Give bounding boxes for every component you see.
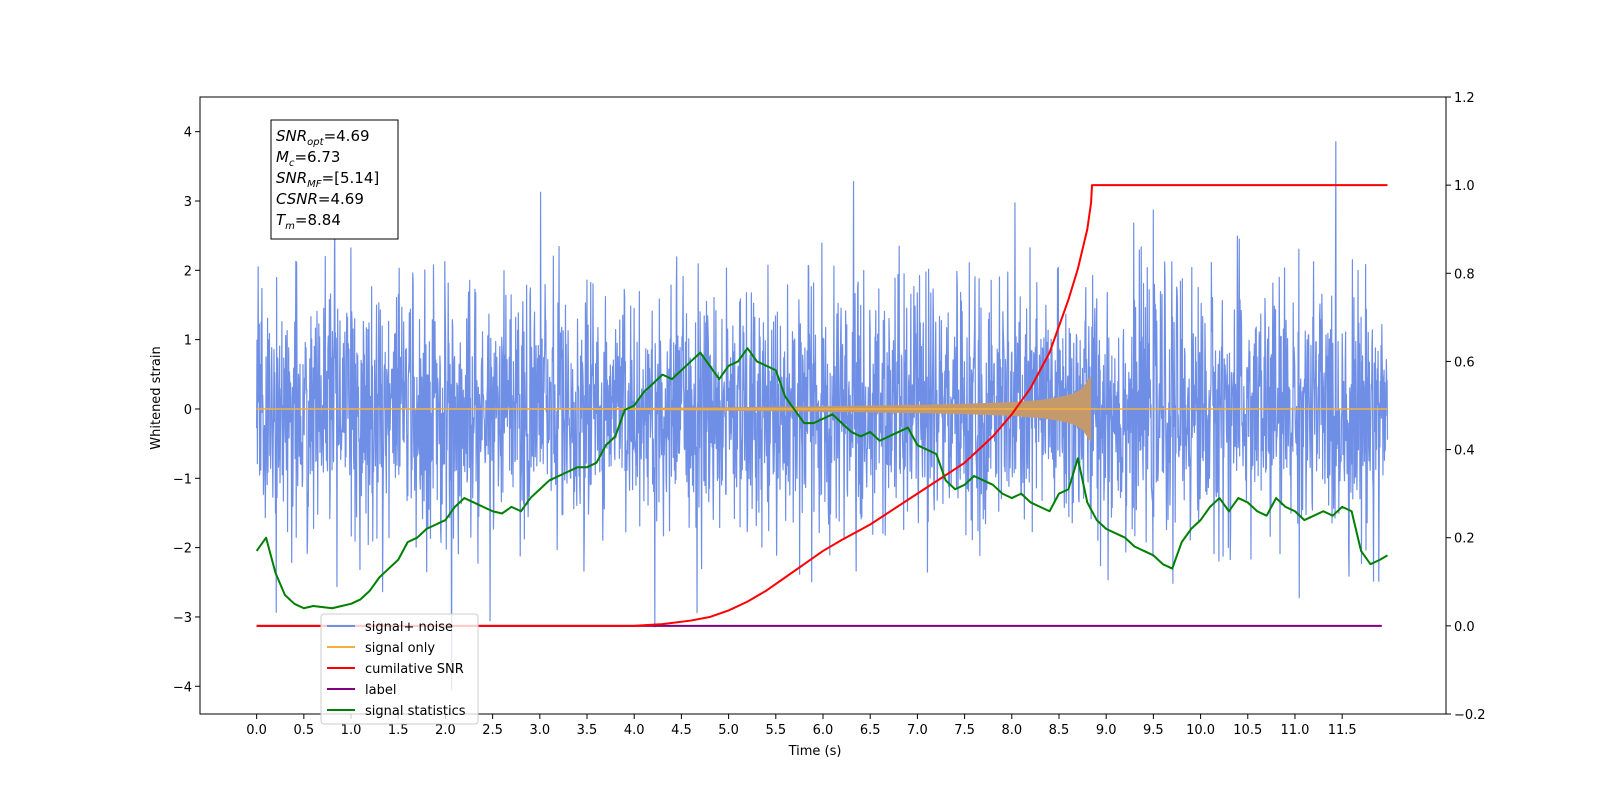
annotation-subscript: opt [307, 137, 324, 148]
annotation-value: =6.73 [294, 148, 340, 166]
annotation-line: SNRopt=4.69 [276, 127, 370, 148]
x-tick-label: 11.0 [1280, 723, 1309, 738]
y-right-tick-label: 1.2 [1454, 91, 1475, 106]
x-tick-label: 0.5 [293, 723, 314, 738]
annotation-line: Mc=6.73 [276, 148, 340, 169]
annotation-symbol: SNR [276, 169, 307, 187]
legend-label: signal only [365, 641, 435, 656]
annotation-symbol: CSNR [276, 190, 318, 208]
annotation-subscript: c [289, 158, 295, 169]
legend-label: signal+ noise [365, 620, 453, 635]
y-right-tick-label: −0.2 [1454, 708, 1486, 723]
x-tick-label: 11.5 [1328, 723, 1357, 738]
x-tick-label: 8.0 [1001, 723, 1022, 738]
legend-label: cumilative SNR [365, 662, 464, 677]
series-cumulative-snr [256, 184, 1388, 627]
y-left-tick-label: 4 [184, 126, 192, 141]
y-right-tick-label: 1.0 [1454, 179, 1475, 194]
annotation-line: Tm=8.84 [276, 211, 341, 232]
annotation-value: =4.69 [318, 190, 364, 208]
x-tick-label: 3.0 [529, 723, 550, 738]
x-tick-label: 4.5 [671, 723, 692, 738]
y-left-tick-label: −3 [173, 611, 192, 626]
x-axis-label: Time (s) [788, 744, 842, 759]
x-tick-label: 5.5 [765, 723, 786, 738]
annotation-value: =8.84 [295, 211, 341, 229]
annotation-symbol: T [276, 211, 287, 229]
y-left-tick-label: 1 [184, 334, 192, 349]
x-tick-label: 7.5 [954, 723, 975, 738]
x-tick-label: 10.0 [1186, 723, 1215, 738]
x-tick-label: 4.0 [624, 723, 645, 738]
legend-label: label [365, 683, 396, 698]
y-right-tick-label: 0.6 [1454, 355, 1475, 370]
x-tick-label: 2.5 [482, 723, 503, 738]
x-tick-label: 6.5 [860, 723, 881, 738]
annotation-symbol: M [276, 148, 289, 166]
x-tick-label: 1.5 [388, 723, 409, 738]
y-right-tick-label: 0.2 [1454, 532, 1475, 547]
y-left-tick-label: 2 [184, 264, 192, 279]
y-left-tick-label: 3 [184, 195, 192, 210]
legend-label: signal statistics [365, 704, 466, 719]
annotation-value: =[5.14] [322, 169, 380, 187]
series-signal-noise [256, 141, 1389, 691]
annotation-line: CSNR=4.69 [276, 190, 364, 208]
x-tick-label: 10.5 [1233, 723, 1262, 738]
x-tick-label: 6.0 [813, 723, 834, 738]
x-tick-label: 1.0 [341, 723, 362, 738]
x-tick-label: 9.0 [1096, 723, 1117, 738]
legend: signal+ noise signal only cumilative SNR la… [320, 613, 479, 725]
annotation-subscript: m [285, 221, 295, 232]
annotation-line: SNRMF=[5.14] [276, 169, 379, 190]
y-axis-label: Whitened strain [149, 346, 164, 449]
axes: 0.0 0.5 1.0 1.5 2.0 2.5 3.0 3.5 4.0 4.5 5.0 5.5 6.0 6… [173, 91, 1486, 738]
x-tick-label: 2.0 [435, 723, 456, 738]
y-left-tick-label: −4 [173, 680, 192, 695]
y-left-tick-label: −1 [173, 472, 192, 487]
x-tick-label: 3.5 [577, 723, 598, 738]
x-tick-label: 5.0 [718, 723, 739, 738]
series-signal-statistics [255, 347, 1388, 610]
annotation-frame [270, 119, 399, 240]
x-tick-label: 0.0 [246, 723, 267, 738]
y-left-tick-label: 0 [184, 403, 192, 418]
x-tick-label: 8.5 [1049, 723, 1070, 738]
annotation-subscript: MF [307, 179, 322, 190]
y-left-tick-label: −2 [173, 542, 192, 557]
annotation-value: =4.69 [324, 127, 370, 145]
y-right-tick-label: 0.4 [1454, 444, 1475, 459]
y-right-tick-label: 0.0 [1454, 620, 1475, 635]
x-tick-label: 9.5 [1143, 723, 1164, 738]
y-right-tick-label: 0.8 [1454, 267, 1475, 282]
stats-annotation-box: SNRopt=4.69Mc=6.73SNRMF=[5.14]CSNR=4.69T… [270, 119, 399, 240]
legend-frame [320, 613, 479, 725]
annotation-symbol: SNR [276, 127, 307, 145]
x-tick-label: 7.0 [907, 723, 928, 738]
